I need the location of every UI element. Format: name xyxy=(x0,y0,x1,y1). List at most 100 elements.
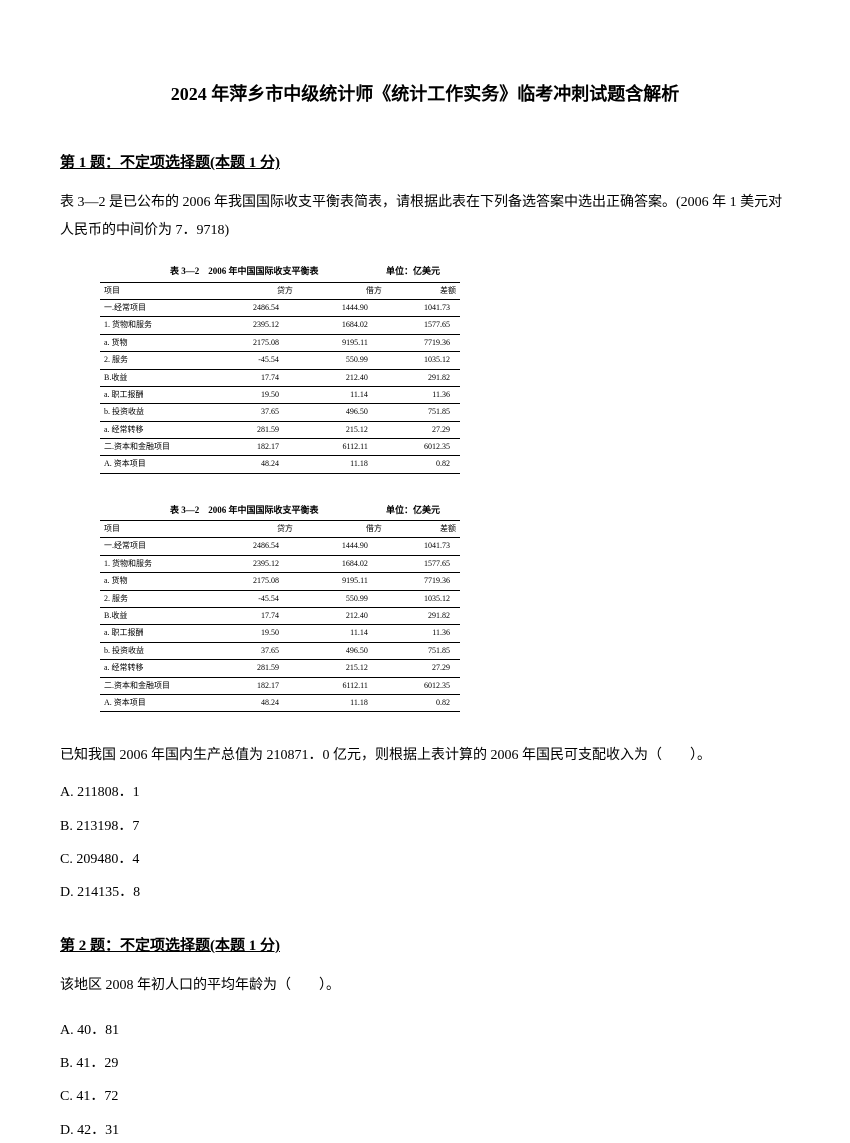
table-cell: 19.50 xyxy=(208,386,297,403)
table-row: 二.资本和金融项目182.176112.116012.35 xyxy=(100,677,460,694)
table-cell: 751.85 xyxy=(386,404,460,421)
table-cell: 11.14 xyxy=(297,386,386,403)
table-cell: 1. 货物和服务 xyxy=(100,555,208,572)
table-cell: 550.99 xyxy=(297,590,386,607)
q1-body: 表 3—2 是已公布的 2006 年我国国际收支平衡表简表，请根据此表在下列备选… xyxy=(60,189,790,245)
table-cell: 2395.12 xyxy=(208,317,297,334)
table-cell: 27.29 xyxy=(386,421,460,438)
table-cell: 17.74 xyxy=(208,369,297,386)
table-header: 贷方 xyxy=(208,282,297,299)
table-cell: a. 职工报酬 xyxy=(100,386,208,403)
q1-option-b: B. 213198．7 xyxy=(60,814,790,839)
table-cell: b. 投资收益 xyxy=(100,642,208,659)
table-header: 借方 xyxy=(297,282,386,299)
table-row: a. 职工报酬19.5011.1411.36 xyxy=(100,625,460,642)
table-cell: 48.24 xyxy=(208,456,297,473)
table-cell: 0.82 xyxy=(386,456,460,473)
table-cell: 215.12 xyxy=(297,421,386,438)
question-1: 第 1 题：不定项选择题(本题 1 分) 表 3—2 是已公布的 2006 年我… xyxy=(60,150,790,905)
table-row: A. 资本项目48.2411.180.82 xyxy=(100,456,460,473)
table-cell: A. 资本项目 xyxy=(100,694,208,711)
q1-table-1: 表 3—2 2006 年中国国际收支平衡表 单位：亿美元 项目贷方借方差额 一.… xyxy=(100,263,460,473)
table-cell: b. 投资收益 xyxy=(100,404,208,421)
data-table: 项目贷方借方差额 一.经常项目2486.541444.901041.731. 货… xyxy=(100,520,460,712)
table-cell: 6112.11 xyxy=(297,439,386,456)
table-cell: A. 资本项目 xyxy=(100,456,208,473)
table-row: 1. 货物和服务2395.121684.021577.65 xyxy=(100,555,460,572)
table-cell: 2. 服务 xyxy=(100,590,208,607)
table-cell: 6112.11 xyxy=(297,677,386,694)
table-unit: 单位：亿美元 xyxy=(386,263,440,279)
table-title: 表 3—2 2006 年中国国际收支平衡表 xyxy=(170,502,319,518)
page-title: 2024 年萍乡市中级统计师《统计工作实务》临考冲刺试题含解析 xyxy=(60,78,790,110)
table-cell: 496.50 xyxy=(297,642,386,659)
table-cell: 48.24 xyxy=(208,694,297,711)
table-cell: 281.59 xyxy=(208,421,297,438)
question-2: 第 2 题：不定项选择题(本题 1 分) 该地区 2008 年初人口的平均年龄为… xyxy=(60,933,790,1143)
table-row: 一.经常项目2486.541444.901041.73 xyxy=(100,299,460,316)
table-cell: a. 经常转移 xyxy=(100,660,208,677)
q1-stem: 已知我国 2006 年国内生产总值为 210871．0 亿元，则根据上表计算的 … xyxy=(60,742,790,770)
table-cell: 二.资本和金融项目 xyxy=(100,677,208,694)
table-cell: 291.82 xyxy=(386,369,460,386)
table-cell: 1041.73 xyxy=(386,538,460,555)
table-cell: 11.36 xyxy=(386,625,460,642)
table-cell: 9195.11 xyxy=(297,334,386,351)
table-cell: 215.12 xyxy=(297,660,386,677)
table-header: 项目 xyxy=(100,521,208,538)
table-cell: 1035.12 xyxy=(386,590,460,607)
table-row: 2. 服务-45.54550.991035.12 xyxy=(100,590,460,607)
q1-table-2: 表 3—2 2006 年中国国际收支平衡表 单位：亿美元 项目贷方借方差额 一.… xyxy=(100,502,460,712)
table-cell: 291.82 xyxy=(386,608,460,625)
table-cell: 1. 货物和服务 xyxy=(100,317,208,334)
table-cell: 751.85 xyxy=(386,642,460,659)
table-cell: 212.40 xyxy=(297,369,386,386)
data-table: 项目贷方借方差额 一.经常项目2486.541444.901041.731. 货… xyxy=(100,282,460,474)
q2-option-d: D. 42．31 xyxy=(60,1118,790,1143)
table-cell: a. 货物 xyxy=(100,573,208,590)
table-header: 差额 xyxy=(386,521,460,538)
table-cell: 一.经常项目 xyxy=(100,299,208,316)
table-cell: 17.74 xyxy=(208,608,297,625)
table-cell: 1444.90 xyxy=(297,538,386,555)
table-cell: 1444.90 xyxy=(297,299,386,316)
table-cell: -45.54 xyxy=(208,590,297,607)
table-row: 一.经常项目2486.541444.901041.73 xyxy=(100,538,460,555)
table-unit: 单位：亿美元 xyxy=(386,502,440,518)
table-cell: a. 职工报酬 xyxy=(100,625,208,642)
table-cell: 2175.08 xyxy=(208,573,297,590)
q1-option-c: C. 209480．4 xyxy=(60,847,790,872)
q1-option-a: A. 211808．1 xyxy=(60,780,790,805)
table-cell: 9195.11 xyxy=(297,573,386,590)
table-cell: 281.59 xyxy=(208,660,297,677)
table-cell: 11.18 xyxy=(297,694,386,711)
table-cell: a. 经常转移 xyxy=(100,421,208,438)
table-cell: 19.50 xyxy=(208,625,297,642)
table-row: 2. 服务-45.54550.991035.12 xyxy=(100,352,460,369)
table-cell: 1035.12 xyxy=(386,352,460,369)
table-cell: 1577.65 xyxy=(386,555,460,572)
table-cell: 11.36 xyxy=(386,386,460,403)
q2-option-b: B. 41．29 xyxy=(60,1051,790,1076)
table-cell: 2175.08 xyxy=(208,334,297,351)
table-cell: 496.50 xyxy=(297,404,386,421)
table-cell: 1041.73 xyxy=(386,299,460,316)
q2-header: 第 2 题：不定项选择题(本题 1 分) xyxy=(60,933,790,960)
table-cell: 182.17 xyxy=(208,677,297,694)
table-cell: B.收益 xyxy=(100,369,208,386)
table-row: a. 经常转移281.59215.1227.29 xyxy=(100,421,460,438)
table-cell: 一.经常项目 xyxy=(100,538,208,555)
q2-option-c: C. 41．72 xyxy=(60,1084,790,1109)
table-cell: 1577.65 xyxy=(386,317,460,334)
table-header: 差额 xyxy=(386,282,460,299)
table-header: 项目 xyxy=(100,282,208,299)
table-title: 表 3—2 2006 年中国国际收支平衡表 xyxy=(170,263,319,279)
table-cell: 6012.35 xyxy=(386,439,460,456)
table-cell: 1684.02 xyxy=(297,317,386,334)
table-cell: 212.40 xyxy=(297,608,386,625)
table-cell: a. 货物 xyxy=(100,334,208,351)
table-row: B.收益17.74212.40291.82 xyxy=(100,369,460,386)
table-cell: 182.17 xyxy=(208,439,297,456)
q1-option-d: D. 214135．8 xyxy=(60,880,790,905)
q2-body: 该地区 2008 年初人口的平均年龄为（ ）。 xyxy=(60,972,790,1000)
